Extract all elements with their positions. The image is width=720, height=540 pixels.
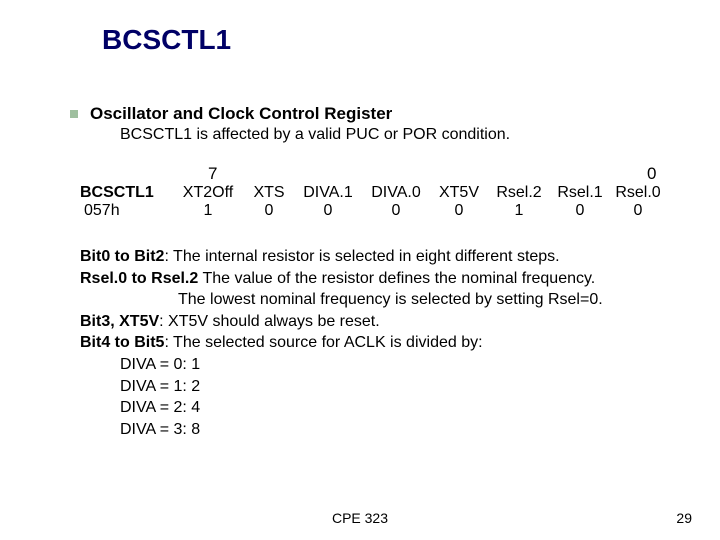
footer-page-number: 29 <box>676 510 692 526</box>
bit-index-row: 7 0 <box>80 164 680 184</box>
desc-line: DIVA = 0: 1 <box>120 354 680 376</box>
desc-bold: Bit4 to Bit5 <box>80 334 164 351</box>
field-cell: Rsel.2 <box>488 184 550 202</box>
desc-line: DIVA = 2: 4 <box>120 397 680 419</box>
desc-line: DIVA = 1: 2 <box>120 376 680 398</box>
bit-high-label: 7 <box>172 164 253 184</box>
desc-line: Rsel.0 to Rsel.2 The value of the resist… <box>80 268 680 290</box>
reset-cell: 0 <box>294 202 362 220</box>
bullet-square-icon <box>70 110 78 118</box>
footer-course: CPE 323 <box>0 510 720 526</box>
bullet-subline: BCSCTL1 is affected by a valid PUC or PO… <box>120 126 680 144</box>
reset-cell: 0 <box>362 202 430 220</box>
field-cell: XTS <box>244 184 294 202</box>
field-names-row: BCSCTL1 XT2Off XTS DIVA.1 DIVA.0 XT5V Rs… <box>80 184 680 202</box>
reset-cell: 0 <box>610 202 666 220</box>
desc-text: : The internal resistor is selected in e… <box>164 248 559 265</box>
desc-text: : XT5V should always be reset. <box>159 313 380 330</box>
slide: BCSCTL1 Oscillator and Clock Control Reg… <box>0 0 720 540</box>
desc-line: DIVA = 3: 8 <box>120 419 680 441</box>
desc-line: The lowest nominal frequency is selected… <box>178 289 680 311</box>
reset-cell: 0 <box>430 202 488 220</box>
desc-bold: Bit0 to Bit2 <box>80 248 164 265</box>
register-table: 7 0 BCSCTL1 XT2Off XTS DIVA.1 DIVA.0 XT5… <box>80 164 680 220</box>
desc-line: Bit3, XT5V: XT5V should always be reset. <box>80 311 680 333</box>
bullet-heading: Oscillator and Clock Control Register <box>90 104 392 124</box>
desc-line: Bit0 to Bit2: The internal resistor is s… <box>80 246 680 268</box>
register-address: 057h <box>80 202 172 220</box>
reset-cell: 1 <box>172 202 244 220</box>
field-cell: Rsel.1 <box>550 184 610 202</box>
reset-cell: 0 <box>244 202 294 220</box>
bullet-item: Oscillator and Clock Control Register <box>70 104 680 124</box>
description-block: Bit0 to Bit2: The internal resistor is s… <box>80 246 680 440</box>
desc-text: : The selected source for ACLK is divide… <box>164 334 482 351</box>
desc-bold: Rsel.0 to Rsel.2 <box>80 270 198 287</box>
field-cell: DIVA.1 <box>294 184 362 202</box>
desc-bold: Bit3, XT5V <box>80 313 159 330</box>
register-name: BCSCTL1 <box>80 184 172 202</box>
bit-low-label: 0 <box>623 164 680 184</box>
reset-values-row: 057h 1 0 0 0 0 1 0 0 <box>80 202 680 220</box>
reset-cell: 1 <box>488 202 550 220</box>
desc-text: The value of the resistor defines the no… <box>198 270 595 287</box>
field-cell: XT2Off <box>172 184 244 202</box>
field-cell: XT5V <box>430 184 488 202</box>
field-cell: Rsel.0 <box>610 184 666 202</box>
field-cell: DIVA.0 <box>362 184 430 202</box>
reset-cell: 0 <box>550 202 610 220</box>
slide-title: BCSCTL1 <box>102 24 680 56</box>
desc-line: Bit4 to Bit5: The selected source for AC… <box>80 332 680 354</box>
